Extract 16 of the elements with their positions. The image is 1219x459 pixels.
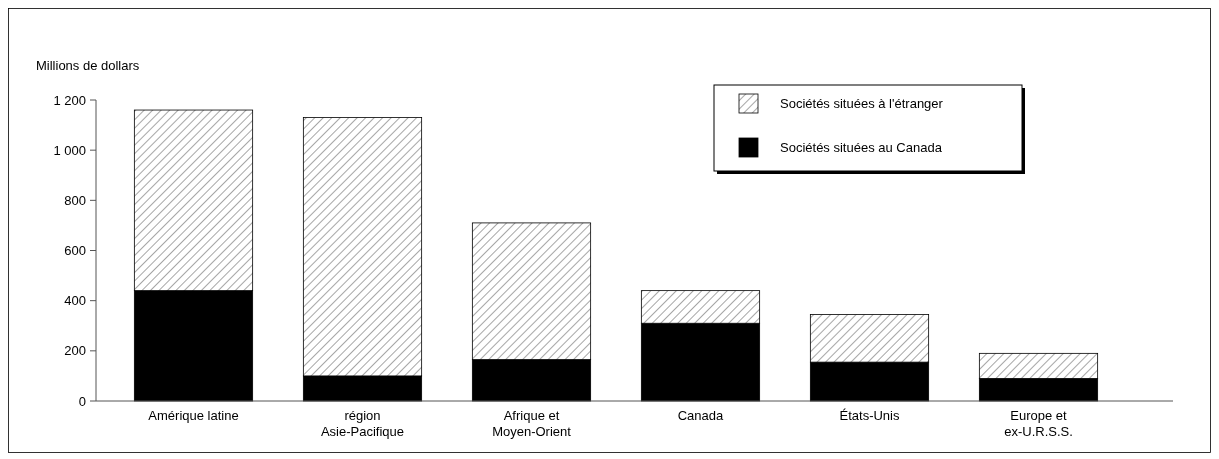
y-tick-label: 1 200 [53, 92, 86, 108]
legend-label: Sociétés situées à l'étranger [780, 95, 944, 111]
x-tick-label: région Asie-Pacifique [320, 408, 405, 439]
x-tick-label: Amérique latine [148, 408, 239, 423]
y-tick-label: 200 [64, 343, 86, 359]
y-tick-label: 800 [64, 192, 86, 208]
y-tick-label: 600 [64, 243, 86, 259]
y-axis-title: Millions de dollars [36, 58, 140, 73]
x-tick-label: Afrique et Moyen-Orient [492, 408, 572, 439]
y-tick-label: 1 000 [53, 142, 86, 158]
y-tick-label: 400 [64, 293, 86, 309]
x-tick-label: Europe et ex-U.R.S.S. [1004, 408, 1073, 439]
x-tick-label: États-Unis [839, 408, 900, 423]
y-tick-label: 0 [78, 393, 86, 409]
x-tick-label: Canada [677, 408, 725, 423]
legend-label: Sociétés situées au Canada [780, 139, 943, 155]
